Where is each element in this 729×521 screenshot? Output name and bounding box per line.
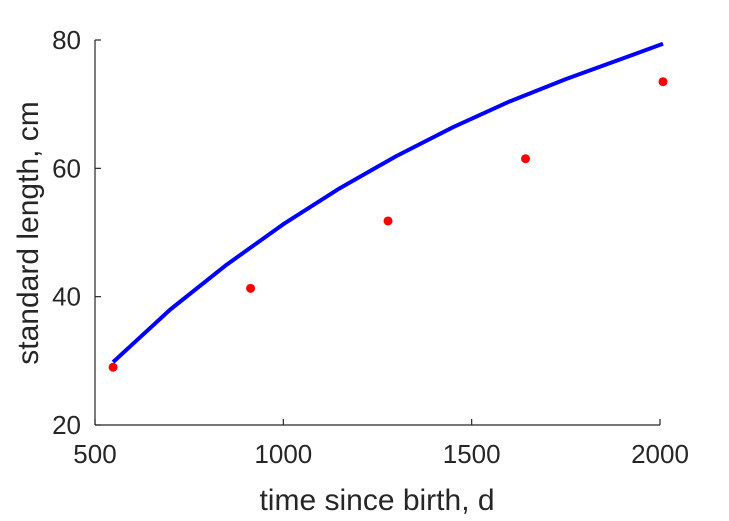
data-point xyxy=(108,362,118,372)
y-axis-label: standard length, cm xyxy=(12,101,45,364)
y-tick-label: 60 xyxy=(52,153,81,183)
data-point xyxy=(521,154,531,164)
ticks: 500 1000 1500 2000 20 40 60 80 xyxy=(52,25,689,469)
x-tick-label: 500 xyxy=(73,439,116,469)
x-tick-label: 2000 xyxy=(631,439,689,469)
x-tick-label: 1500 xyxy=(443,439,501,469)
data-point xyxy=(658,77,668,87)
fit-line xyxy=(111,41,664,364)
data-point xyxy=(383,216,393,226)
y-tick-label: 20 xyxy=(52,410,81,440)
x-axis-label: time since birth, d xyxy=(259,484,494,517)
y-tick-label: 40 xyxy=(52,282,81,312)
x-tick-label: 1000 xyxy=(254,439,312,469)
series xyxy=(108,41,668,372)
data-point xyxy=(246,283,256,293)
axes xyxy=(94,40,660,426)
y-tick-label: 80 xyxy=(52,25,81,55)
